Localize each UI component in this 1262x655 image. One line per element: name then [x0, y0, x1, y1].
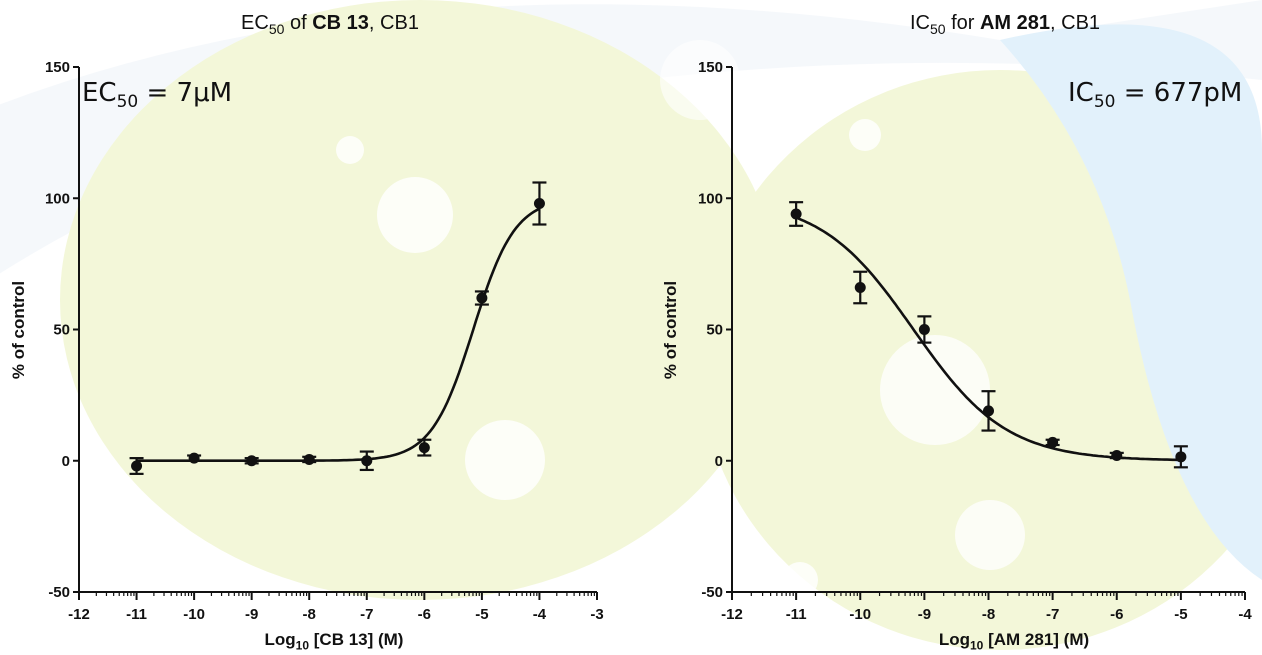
background-bubble: [336, 136, 364, 164]
x-tick-label: -5: [475, 606, 488, 623]
data-point: [533, 198, 545, 209]
background-blob-left: [60, 0, 780, 600]
x-tick-label: -4: [533, 606, 547, 623]
y-tick-label: 150: [698, 59, 723, 76]
chart-title: IC50 for AM 281, CB1: [909, 12, 1101, 37]
data-point: [131, 460, 143, 472]
data-point: [790, 208, 802, 220]
x-axis-label: Log10 [AM 281] (M): [938, 630, 1090, 653]
background-blue-shape: [1000, 24, 1262, 580]
data-point: [854, 282, 866, 293]
x-tick-label: -12: [68, 606, 90, 623]
y-tick-label: 50: [53, 322, 70, 339]
y-tick-label: -50: [701, 584, 723, 601]
data-point: [361, 455, 373, 467]
plot-area: -50 0 50 100 150 -12 -11 -10 -9 -8 -7 -6 -5 -4 -3: [45, 59, 604, 623]
data-point: [303, 453, 315, 465]
x-tick-label: -4: [1238, 606, 1252, 623]
y-tick-label: -50: [48, 584, 70, 601]
data-point: [1047, 436, 1059, 448]
background-bubble: [849, 119, 881, 151]
x-tick-label: -6: [1110, 606, 1123, 623]
background-bubble: [880, 335, 990, 445]
x-tick-label: -9: [245, 606, 258, 623]
ec50-annotation: EC50 = 7μM: [82, 78, 233, 113]
fit-curve: [136, 207, 540, 462]
x-tick-label: -7: [1046, 606, 1059, 623]
x-tick-label: -5: [1174, 606, 1187, 623]
background-bubble: [955, 500, 1025, 570]
y-tick-label: 150: [45, 59, 70, 76]
x-tick-label: -11: [126, 606, 147, 623]
y-tick-label: 0: [715, 453, 723, 470]
y-tick-label: 100: [698, 190, 723, 207]
data-point: [1111, 450, 1123, 461]
background-bubble: [465, 420, 545, 500]
y-tick-label: 50: [706, 322, 723, 339]
x-tick-label: -10: [183, 606, 205, 623]
x-tick-label: -12: [721, 606, 743, 623]
x-tick-label: -7: [360, 606, 373, 623]
chart-panel-cb13: EC50 of CB 13, CB1 EC50 = 7μM % of contr…: [9, 12, 604, 653]
y-tick-label: 0: [62, 453, 70, 470]
chart-title: EC50 of CB 13, CB1: [241, 12, 419, 37]
x-tick-label: -9: [918, 606, 931, 623]
x-axis-label: Log10 [CB 13] (M): [264, 630, 404, 653]
data-point: [476, 292, 488, 304]
background-bubble: [377, 177, 453, 253]
x-tick-label: -11: [786, 606, 807, 623]
y-tick-label: 100: [45, 190, 70, 207]
x-tick-label: -6: [418, 606, 431, 623]
background-bubble: [782, 562, 818, 598]
data-point: [1175, 451, 1187, 463]
x-tick-label: -8: [303, 606, 316, 623]
data-point: [188, 452, 200, 464]
plot-area: -50 0 50 100 150 -12 -11 -10 -9 -8 -7 -6 -5 -4: [698, 59, 1252, 623]
data-point: [983, 405, 994, 417]
x-tick-label: -3: [590, 606, 603, 623]
ic50-annotation: IC50 = 677pM: [1068, 78, 1243, 113]
x-tick-label: -8: [982, 606, 995, 623]
data-point: [246, 455, 258, 467]
chart-panel-am281: IC50 for AM 281, CB1 IC50 = 677pM % of c…: [631, 0, 1262, 655]
x-tick-label: -10: [849, 606, 871, 623]
data-point: [918, 324, 930, 335]
background-bubble: [660, 40, 740, 120]
data-point: [418, 442, 430, 454]
